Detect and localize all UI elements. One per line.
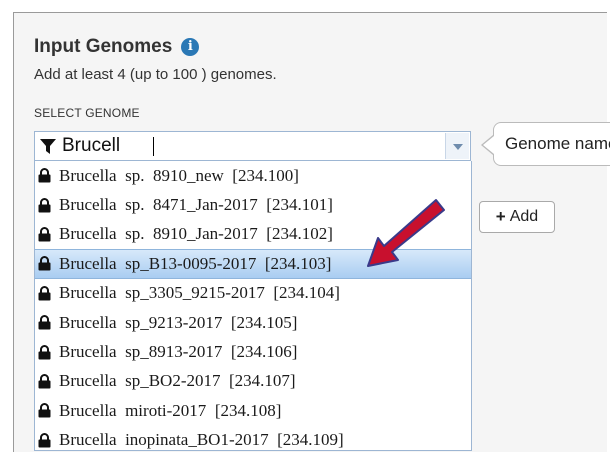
genome-name: Brucella sp_BO2-2017 bbox=[59, 371, 221, 391]
list-item[interactable]: Brucella sp_9213-2017 [234.105] bbox=[35, 308, 471, 337]
genome-id: [234.106] bbox=[230, 342, 298, 362]
dropdown-toggle-button[interactable] bbox=[445, 133, 469, 159]
add-genome-button[interactable]: + Add bbox=[479, 201, 555, 233]
genome-id: [234.102] bbox=[266, 224, 333, 244]
panel-subtitle: Add at least 4 (up to 100 ) genomes. bbox=[34, 66, 277, 83]
genome-search-input[interactable] bbox=[62, 134, 442, 158]
genome-id: [234.109] bbox=[277, 430, 344, 450]
lock-icon bbox=[38, 285, 51, 301]
genome-name: Brucella sp. 8910_Jan-2017 bbox=[59, 224, 258, 244]
genome-dropdown-list[interactable]: Brucella sp. 8910_new [234.100] Brucella … bbox=[34, 161, 472, 451]
genome-name: Brucella inopinata_BO1-2017 bbox=[59, 430, 269, 450]
text-caret bbox=[153, 137, 154, 156]
genome-name: Brucella sp. 8471_Jan-2017 bbox=[59, 195, 258, 215]
lock-icon bbox=[38, 403, 51, 418]
panel-title: Input Genomes i bbox=[34, 36, 200, 58]
add-button-label: Add bbox=[509, 208, 539, 225]
genome-name: Brucella sp_B13-0095-2017 bbox=[59, 253, 257, 273]
lock-icon bbox=[38, 315, 51, 330]
tooltip-text: Genome name bbox=[505, 134, 610, 153]
list-item[interactable]: Brucella sp. 8910_Jan-2017 [234.102] bbox=[35, 220, 471, 249]
lock-icon bbox=[38, 344, 51, 360]
info-icon[interactable]: i bbox=[181, 38, 200, 56]
list-item[interactable]: Brucella miroti-2017 [234.108] bbox=[35, 396, 471, 425]
genome-name-tooltip: Genome name bbox=[493, 122, 610, 166]
lock-icon bbox=[38, 432, 51, 448]
lock-icon bbox=[38, 197, 51, 213]
genome-id: [234.104] bbox=[273, 283, 340, 303]
genome-name: Brucella sp_3305_9215-2017 bbox=[59, 283, 265, 303]
red-arrow-annotation bbox=[367, 199, 445, 267]
genome-id: [234.108] bbox=[214, 400, 282, 420]
list-item[interactable]: Brucella inopinata_BO1-2017 [234.109] bbox=[35, 426, 471, 450]
tooltip-pointer-fill bbox=[483, 136, 494, 154]
genome-name: Brucella miroti-2017 bbox=[59, 400, 207, 420]
filter-icon bbox=[40, 139, 56, 154]
genome-id: [234.103] bbox=[264, 253, 332, 273]
lock-icon bbox=[38, 226, 51, 242]
genome-id: [234.100] bbox=[232, 165, 299, 185]
list-item-highlighted[interactable]: Brucella sp_B13-0095-2017 [234.103] bbox=[35, 249, 471, 279]
list-item[interactable]: Brucella sp. 8910_new [234.100] bbox=[35, 161, 471, 190]
genome-name: Brucella sp. 8910_new bbox=[59, 165, 224, 185]
genome-name: Brucella sp_8913-2017 bbox=[59, 342, 223, 362]
genome-id: [234.107] bbox=[228, 371, 296, 391]
plus-icon: + bbox=[495, 207, 506, 226]
list-item[interactable]: Brucella sp_8913-2017 [234.106] bbox=[35, 337, 471, 366]
panel-title-text: Input Genomes bbox=[34, 36, 173, 57]
lock-icon bbox=[38, 256, 51, 271]
list-item[interactable]: Brucella sp. 8471_Jan-2017 [234.101] bbox=[35, 190, 471, 219]
genome-name: Brucella sp_9213-2017 bbox=[59, 312, 223, 332]
select-genome-label: SELECT GENOME bbox=[34, 106, 140, 120]
list-item[interactable]: Brucella sp_3305_9215-2017 [234.104] bbox=[35, 279, 471, 308]
genome-id: [234.101] bbox=[266, 195, 333, 215]
list-item[interactable]: Brucella sp_BO2-2017 [234.107] bbox=[35, 367, 471, 396]
lock-icon bbox=[38, 373, 51, 389]
lock-icon bbox=[38, 168, 51, 183]
genome-combobox[interactable] bbox=[34, 131, 471, 161]
genome-id: [234.105] bbox=[230, 312, 298, 332]
